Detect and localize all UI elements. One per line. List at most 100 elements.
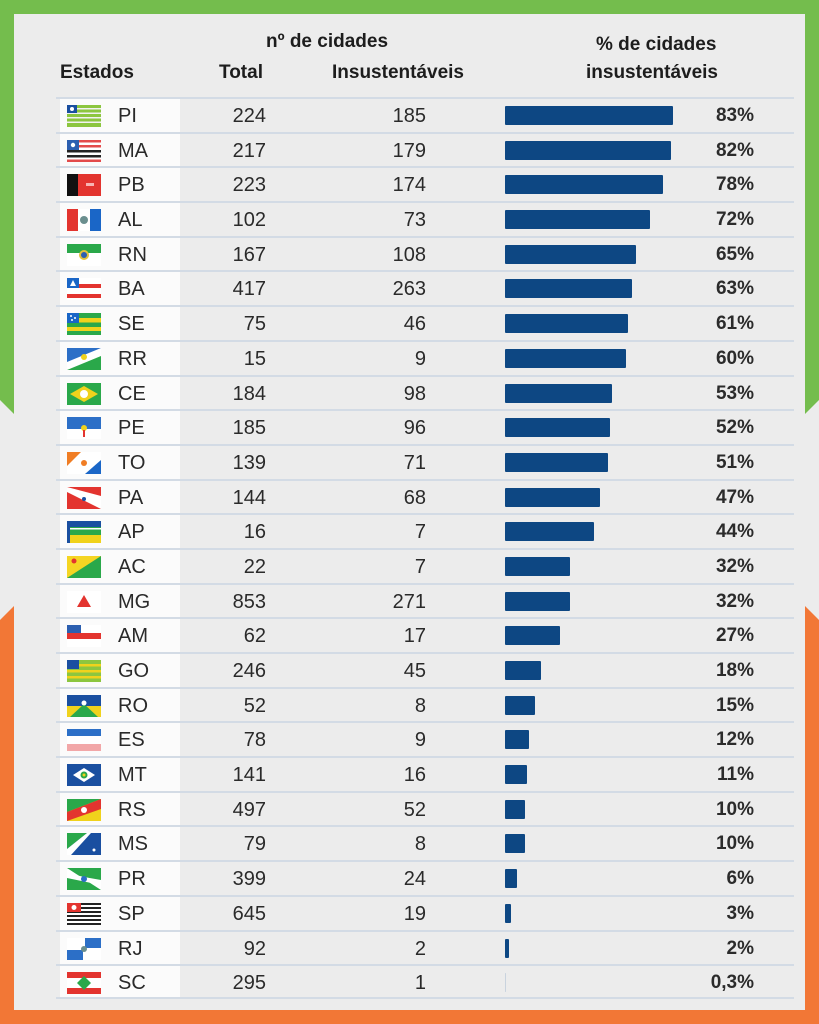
bar bbox=[505, 938, 510, 958]
pct-label: 15% bbox=[715, 694, 754, 716]
total-value: 75 bbox=[243, 313, 266, 336]
pct-label: 0,3% bbox=[710, 972, 754, 994]
pct-label: 82% bbox=[715, 139, 754, 161]
pct-label: 27% bbox=[715, 625, 754, 647]
pct-label: 83% bbox=[715, 105, 754, 126]
total-value: 144 bbox=[232, 486, 266, 509]
pct-label: 10% bbox=[715, 798, 754, 820]
state-code: PE bbox=[118, 417, 145, 440]
header-pct-line2: insustentáveis bbox=[586, 62, 718, 83]
state-cell: AL bbox=[60, 203, 180, 236]
bar bbox=[505, 452, 609, 472]
tocantins-flag-icon bbox=[67, 451, 101, 474]
pct-label: 60% bbox=[715, 347, 754, 369]
state-cell: PE bbox=[60, 411, 180, 444]
total-value: 295 bbox=[232, 972, 266, 995]
insustentaveis-value: 9 bbox=[414, 729, 426, 752]
ceara-flag-icon bbox=[67, 382, 101, 405]
rio-grande-do-norte-flag-icon bbox=[67, 243, 101, 266]
total-value: 52 bbox=[243, 694, 266, 717]
bar bbox=[505, 903, 512, 923]
state-cell: SC bbox=[60, 966, 180, 997]
header-estados: Estados bbox=[60, 62, 134, 83]
total-value: 141 bbox=[232, 764, 266, 787]
pct-label: 12% bbox=[715, 729, 754, 751]
state-cell: TO bbox=[60, 445, 180, 479]
pct-label: 47% bbox=[715, 486, 754, 508]
bar bbox=[505, 487, 600, 507]
total-value: 102 bbox=[232, 209, 266, 232]
table-row: BA 417 263 63% bbox=[56, 270, 794, 306]
pct-label: 51% bbox=[715, 451, 754, 473]
bar bbox=[505, 765, 528, 785]
state-cell: RN bbox=[60, 237, 180, 271]
insustentaveis-value: 96 bbox=[403, 417, 426, 440]
total-value: 139 bbox=[232, 451, 266, 474]
insustentaveis-value: 45 bbox=[403, 660, 426, 682]
state-cell: CE bbox=[60, 376, 180, 410]
table-row: MG 853 271 32% bbox=[56, 582, 794, 618]
total-value: 224 bbox=[232, 105, 266, 127]
table-row: TO 139 71 51% bbox=[56, 443, 794, 479]
parana-flag-icon bbox=[67, 868, 101, 891]
bahia-flag-icon bbox=[67, 278, 101, 301]
state-cell: PR bbox=[60, 862, 180, 895]
table-row: AL 102 73 72% bbox=[56, 201, 794, 236]
mato-grosso-flag-icon bbox=[67, 764, 101, 787]
santa-catarina-flag-icon bbox=[67, 972, 101, 995]
bar bbox=[505, 175, 663, 195]
pct-label: 10% bbox=[715, 833, 754, 855]
insustentaveis-value: 71 bbox=[403, 451, 426, 474]
state-cell: MS bbox=[60, 827, 180, 861]
table-row: PA 144 68 47% bbox=[56, 478, 794, 514]
state-cell: AP bbox=[60, 515, 180, 548]
insustentaveis-value: 108 bbox=[392, 243, 426, 266]
bar bbox=[505, 799, 526, 819]
state-code: TO bbox=[118, 451, 146, 474]
total-value: 853 bbox=[232, 590, 266, 613]
bar bbox=[505, 140, 671, 160]
total-value: 184 bbox=[232, 382, 266, 405]
pernambuco-flag-icon bbox=[67, 417, 101, 440]
state-cell: MT bbox=[60, 758, 180, 791]
state-cell: RJ bbox=[60, 931, 180, 965]
bar bbox=[505, 973, 506, 993]
state-cell: AC bbox=[60, 549, 180, 583]
mato-grosso-do-sul-flag-icon bbox=[67, 833, 101, 856]
total-value: 246 bbox=[232, 660, 266, 682]
pct-label: 32% bbox=[715, 590, 754, 612]
state-cell: RO bbox=[60, 688, 180, 722]
alagoas-flag-icon bbox=[67, 209, 101, 232]
state-cell: BA bbox=[60, 272, 180, 306]
table-row: PE 185 96 52% bbox=[56, 409, 794, 444]
state-code: MG bbox=[118, 590, 151, 613]
state-cell: MG bbox=[60, 584, 180, 618]
insustentaveis-value: 68 bbox=[403, 486, 426, 509]
state-cell: SE bbox=[60, 307, 180, 340]
insustentaveis-value: 7 bbox=[414, 521, 426, 544]
maranhao-flag-icon bbox=[67, 139, 101, 162]
piaui-flag-icon bbox=[67, 105, 101, 127]
table-row: AC 22 7 32% bbox=[56, 547, 794, 583]
insustentaveis-value: 52 bbox=[403, 798, 426, 821]
state-cell: GO bbox=[60, 654, 180, 687]
table-row: ES 78 9 12% bbox=[56, 721, 794, 757]
state-code: MS bbox=[118, 833, 148, 856]
insustentaveis-value: 8 bbox=[414, 694, 426, 717]
table-row: SC 295 1 0,3% bbox=[56, 964, 794, 999]
total-value: 79 bbox=[243, 833, 266, 856]
total-value: 15 bbox=[243, 347, 266, 370]
total-value: 78 bbox=[243, 729, 266, 752]
insustentaveis-value: 271 bbox=[392, 590, 426, 613]
goias-flag-icon bbox=[67, 660, 101, 682]
bar bbox=[505, 348, 627, 368]
state-code: RO bbox=[118, 694, 148, 717]
insustentaveis-value: 2 bbox=[414, 937, 426, 960]
bar bbox=[505, 383, 613, 403]
pct-label: 65% bbox=[715, 243, 754, 265]
state-code: BA bbox=[118, 278, 145, 301]
table-row: RJ 92 2 2% bbox=[56, 929, 794, 965]
data-table: PI 224 185 83% MA 217 179 82% PB 223 174 78% AL 102 73… bbox=[56, 97, 794, 999]
table-row: CE 184 98 53% bbox=[56, 374, 794, 410]
pct-label: 63% bbox=[715, 278, 754, 300]
